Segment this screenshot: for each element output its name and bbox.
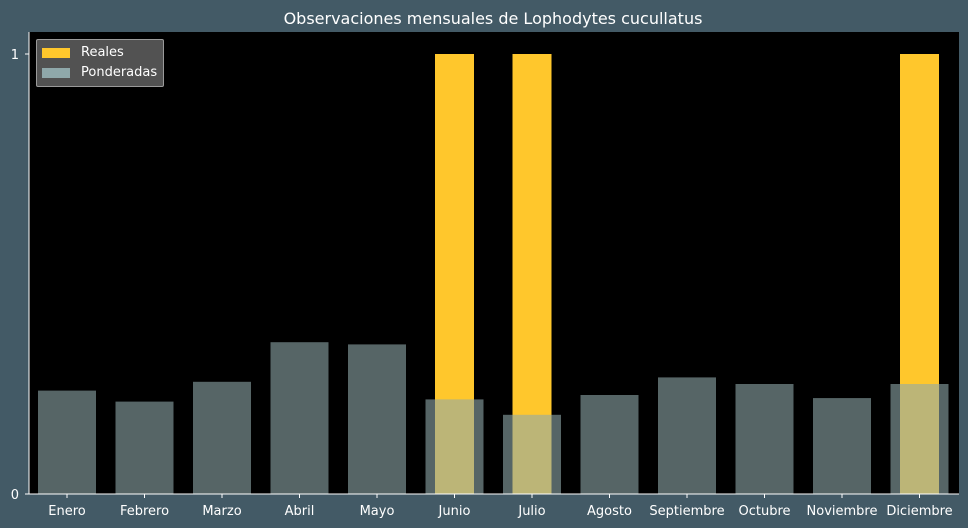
- bar-ponderadas-julio: [503, 414, 561, 494]
- x-tick-label-mayo: Mayo: [360, 504, 395, 519]
- x-tick-label-agosto: Agosto: [587, 504, 632, 519]
- bar-ponderadas-enero: [38, 390, 96, 494]
- x-tick-label-enero: Enero: [48, 504, 86, 519]
- axes: Enero Febrero Marzo Abril Mayo Junio Julio Agos…: [11, 32, 959, 519]
- x-tick-label-febrero: Febrero: [120, 504, 169, 519]
- legend-label-ponderadas: Ponderadas: [81, 65, 158, 80]
- bar-ponderadas-abril: [270, 342, 329, 494]
- legend-item-reales: Reales: [42, 43, 157, 63]
- x-tick-label-noviembre: Noviembre: [807, 504, 878, 519]
- bar-ponderadas-junio: [425, 399, 484, 494]
- bar-ponderadas-agosto: [580, 395, 639, 494]
- x-tick-label-abril: Abril: [285, 504, 315, 519]
- chart-title: Observaciones mensuales de Lophodytes cu…: [284, 9, 703, 28]
- bar-ponderadas-febrero: [115, 401, 174, 494]
- y-tick-label-1: 1: [11, 48, 19, 63]
- x-tick-label-marzo: Marzo: [202, 504, 241, 519]
- x-tick-label-diciembre: Diciembre: [886, 504, 952, 519]
- legend-item-ponderadas: Ponderadas: [42, 63, 157, 83]
- x-tick-label-octubre: Octubre: [738, 504, 790, 519]
- x-tick-label-junio: Junio: [438, 504, 471, 519]
- bar-ponderadas-diciembre: [890, 384, 949, 494]
- x-tick-label-septiembre: Septiembre: [649, 504, 724, 519]
- legend-label-reales: Reales: [81, 45, 124, 60]
- bar-ponderadas-octubre: [735, 384, 794, 494]
- x-tick-label-julio: Julio: [517, 504, 545, 519]
- legend-swatch-reales: [42, 48, 70, 58]
- bar-ponderadas-septiembre: [658, 377, 716, 494]
- legend: Reales Ponderadas: [36, 39, 165, 87]
- bar-ponderadas-marzo: [193, 381, 251, 494]
- plot-area: [29, 32, 959, 494]
- bar-ponderadas-noviembre: [813, 398, 871, 494]
- bar-ponderadas-mayo: [348, 344, 406, 494]
- legend-swatch-ponderadas: [42, 68, 70, 78]
- series-ponderadas: [38, 342, 949, 494]
- y-tick-label-0: 0: [11, 488, 19, 503]
